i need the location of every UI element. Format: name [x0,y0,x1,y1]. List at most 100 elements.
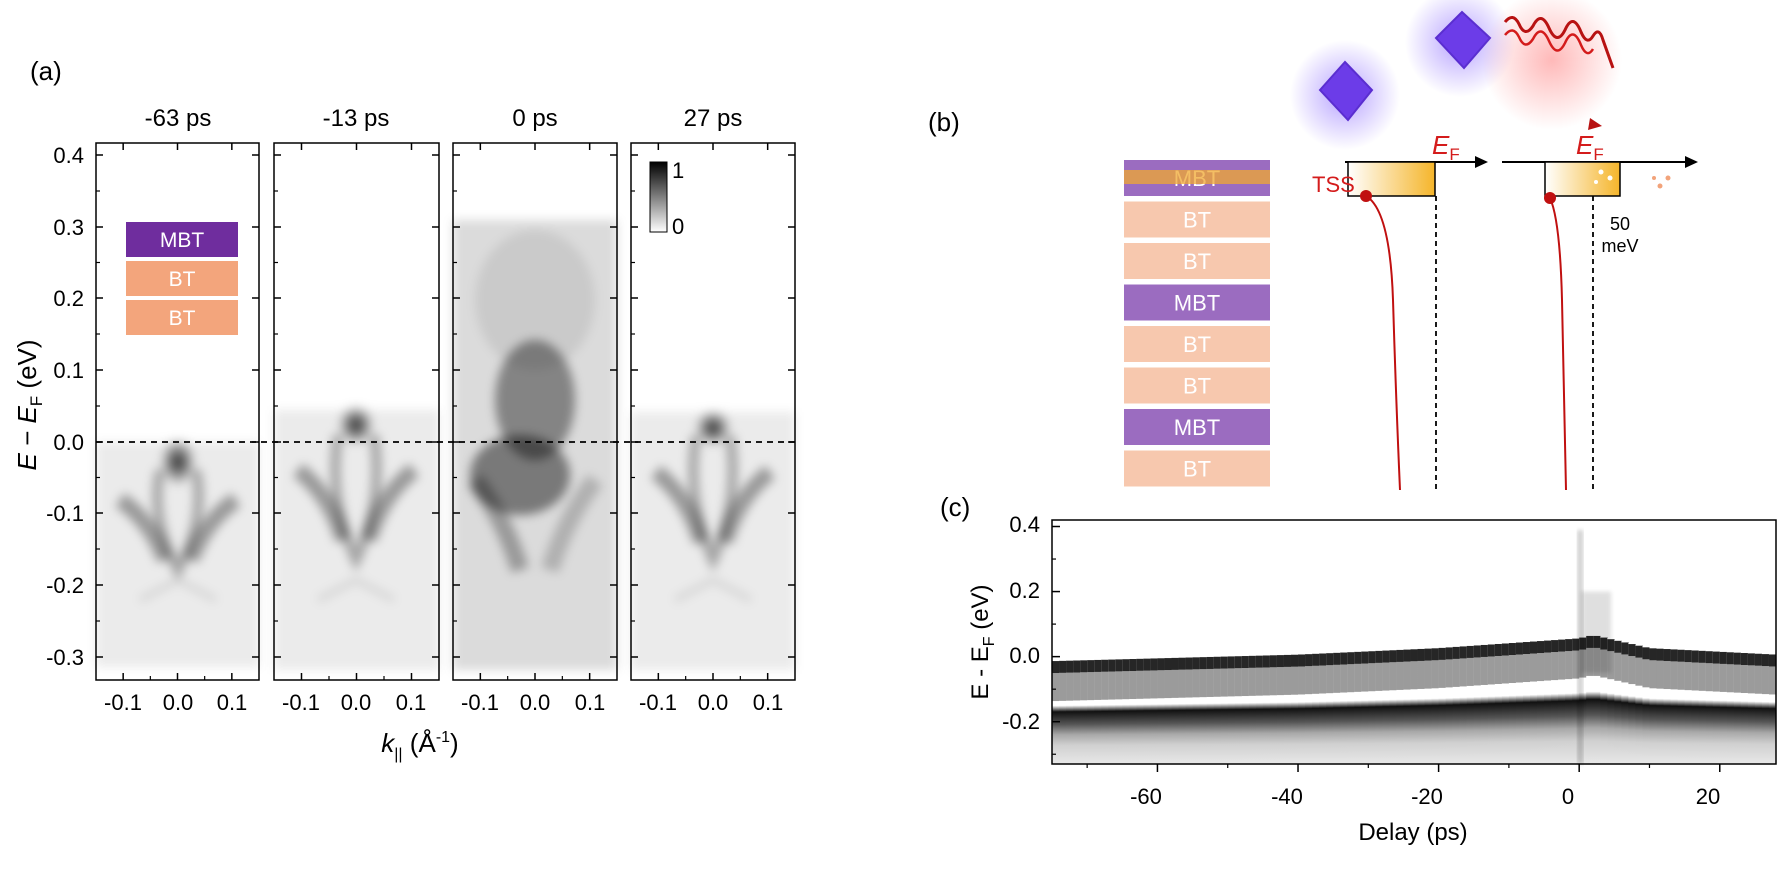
c-y-tick-label: 0.4 [1009,512,1040,537]
delay-map-band [1558,651,1566,680]
delay-map-band [1073,660,1081,673]
delay-map-band [1347,664,1355,693]
ef-sub: F [1449,145,1459,164]
delay-map-band [1677,649,1686,662]
delay-map-band [1150,670,1158,699]
delay-map-band [1431,648,1440,661]
delay-map-column [1614,639,1622,764]
delay-map-band [1529,641,1538,654]
delay-map-column [1354,650,1362,764]
inset-layer-label: BT [169,307,196,330]
delay-map-column [1241,654,1250,764]
delay-map-column [1445,646,1454,764]
delay-map-column [1361,650,1369,764]
delay-map [1051,519,1777,765]
delay-map-band [1066,660,1074,673]
delay-map-band [1522,654,1531,683]
delay-map-column [1473,644,1482,764]
delay-map-column [1747,652,1756,764]
delay-map-column [1754,652,1763,764]
c-y-tick-label: 0.0 [1009,643,1040,668]
delay-map-column [1059,659,1067,764]
shift-value: 50 [1610,214,1630,234]
delay-map-band [1537,653,1545,682]
delay-map-band [1178,669,1187,698]
delay-map-band [1094,671,1102,700]
delay-map-column [1726,651,1735,764]
delay-map-column [1487,643,1496,764]
delay-map-column [1319,652,1327,764]
delay-map-column [1649,647,1658,764]
delay-map-band [1248,667,1257,696]
delay-map-band [1621,642,1629,655]
delay-map-column [1199,655,1208,764]
delay-map-band [1171,669,1180,698]
delay-map-column [1551,638,1559,764]
delay-map-band [1290,654,1299,667]
arpes-panel-3 [452,142,618,681]
delay-map-band [1298,666,1306,695]
delay-map-column [1382,649,1390,764]
delay-map-band [1649,660,1658,689]
delay-map-band [1319,653,1327,666]
delay-map-band [1417,660,1426,689]
delay-map-band [1698,650,1707,663]
c-y-tick-label: 0.2 [1009,578,1040,603]
delay-map-column [1066,659,1074,764]
delay-map-band [1747,665,1756,694]
delay-map-column [1761,652,1770,764]
y-tick-label: -0.2 [46,573,84,598]
arpes-panel-4: 1 0 [630,142,796,681]
colorbar [649,161,668,233]
delay-map-column [1101,658,1109,764]
delay-map-column [1150,657,1158,764]
delay-map-column [1052,659,1060,764]
delay-map-column [1522,640,1531,764]
delay-map-band [1361,651,1369,664]
x-tick-label: 0.0 [341,690,372,715]
ef-sub: F [1593,145,1603,164]
delay-map-column [1136,657,1144,764]
delay-map-band [1551,640,1559,653]
delay-map-band [1262,667,1271,696]
panel-a-xlabel-sub: || [394,746,402,763]
delay-map-band [1712,651,1721,664]
delay-map-band [1431,660,1440,689]
y-tick-label: 0.0 [53,430,84,455]
delay-map-band [1108,659,1116,672]
c-y-tick-label: -0.2 [1002,709,1040,734]
delay-map-band [1087,672,1095,701]
delay-map-band [1417,648,1426,661]
delay-map-column [1283,653,1292,764]
delay-map-band [1565,639,1573,652]
delay-map-column [1466,644,1475,764]
delay-map-band [1754,665,1763,694]
delay-map-band [1438,647,1447,660]
delay-map-band [1206,656,1215,669]
delay-map-band [1059,672,1067,701]
inset-layer-label: BT [169,268,196,291]
delay-map-band [1241,668,1250,697]
delay-map-column [1255,654,1264,764]
tss-label: TSS [1312,172,1355,197]
delay-map-column [1340,651,1348,764]
inset-layer-label: MBT [160,229,205,252]
delay-map-band [1192,657,1201,670]
delay-map-band [1389,650,1397,663]
delay-map-band [1459,658,1468,687]
delay-map-band [1452,646,1461,659]
delay-map-column [1480,643,1489,764]
delay-title-2: -13 ps [323,105,390,132]
delay-map-band [1445,647,1454,660]
delay-title-1: -63 ps [145,105,212,132]
delay-map-band [1136,670,1144,699]
delay-map-column [1677,648,1686,764]
delay-map-band [1375,662,1383,691]
x-tick-label: 0.1 [575,690,606,715]
arpes-panel-2 [273,142,440,681]
band-diagram-equilibrium [1345,156,1488,491]
delay-map-column [1600,636,1608,764]
y-tick-label: 0.4 [53,143,84,168]
colorbar-min-label: 0 [672,214,684,239]
